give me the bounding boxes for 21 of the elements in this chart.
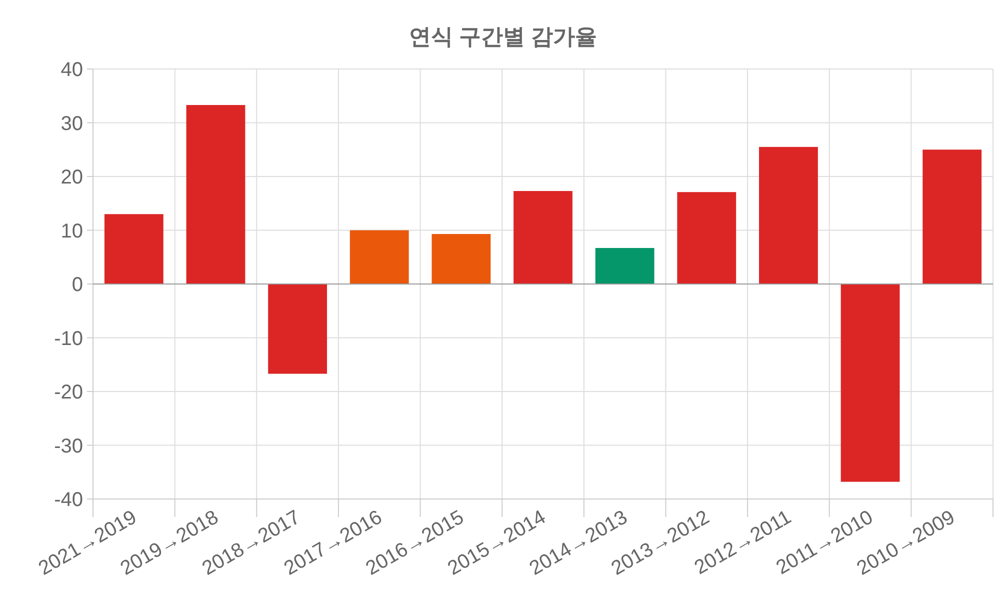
y-tick-label: -10 — [54, 328, 83, 350]
bar — [759, 146, 818, 284]
bar — [840, 284, 900, 482]
chart-title: 연식 구간별 감가율 — [408, 24, 598, 49]
y-tick-label: -40 — [54, 489, 83, 511]
bar — [268, 284, 327, 374]
bar — [186, 105, 246, 284]
bar — [432, 234, 491, 284]
y-tick-label: 40 — [60, 59, 83, 81]
bar — [922, 150, 982, 284]
bar — [514, 191, 572, 284]
y-tick-label: 10 — [60, 220, 83, 242]
bar — [350, 230, 409, 284]
y-tick-label: 20 — [60, 166, 83, 188]
y-tick-label: 30 — [60, 112, 83, 135]
y-tick-label: 0 — [72, 274, 83, 296]
bar — [677, 192, 736, 284]
y-tick-label: -30 — [54, 435, 83, 458]
bar — [595, 248, 654, 284]
bar — [104, 214, 164, 284]
y-tick-label: -20 — [54, 382, 83, 404]
